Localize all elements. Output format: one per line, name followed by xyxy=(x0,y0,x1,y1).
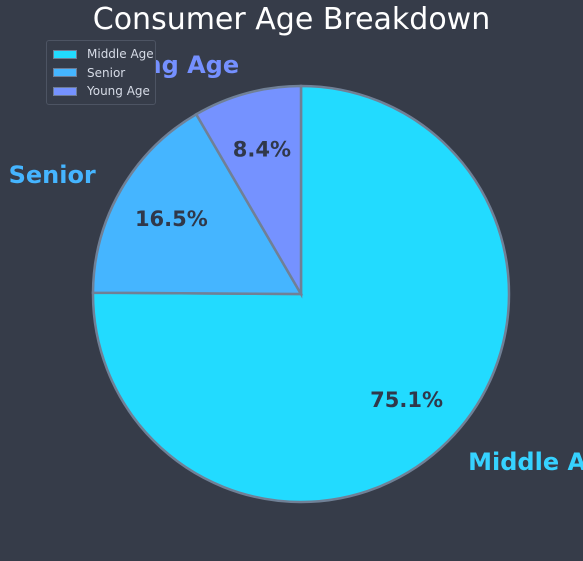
category-label-middle-age: Middle Age xyxy=(468,448,583,476)
pie-slice-senior xyxy=(91,112,304,296)
pie-slices xyxy=(91,84,511,504)
legend-swatch-middle-age xyxy=(53,49,77,59)
legend-swatch-senior xyxy=(53,68,77,78)
legend-label-senior: Senior xyxy=(87,65,126,80)
percent-label-middle-age: 75.1% xyxy=(370,388,443,412)
pie-slice-middle-age xyxy=(91,84,511,504)
legend-label-middle-age: Middle Age xyxy=(87,47,154,62)
pie-slice-young-age xyxy=(194,84,303,299)
percent-label-young-age: 8.4% xyxy=(233,137,291,161)
legend-item-senior: Senior xyxy=(47,64,155,83)
legend: Middle Age Senior Young Age xyxy=(46,40,156,105)
percent-label-senior: 16.5% xyxy=(135,207,208,231)
category-label-senior: Senior xyxy=(9,161,96,189)
legend-item-middle-age: Middle Age xyxy=(47,45,155,64)
legend-item-young-age: Young Age xyxy=(47,82,155,101)
legend-swatch-young-age xyxy=(53,86,77,96)
legend-label-young-age: Young Age xyxy=(87,84,150,99)
chart-title: Consumer Age Breakdown xyxy=(92,2,491,37)
percent-labels: 75.1% 16.5% 8.4% xyxy=(135,137,443,412)
